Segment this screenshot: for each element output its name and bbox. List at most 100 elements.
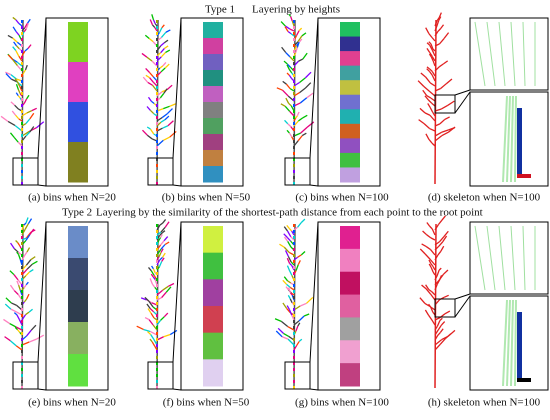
branch <box>144 296 150 302</box>
branch <box>289 292 293 296</box>
branch <box>299 77 306 83</box>
zoom-box <box>284 361 311 390</box>
branch <box>285 286 290 291</box>
branch <box>285 25 291 30</box>
branch <box>153 113 158 117</box>
branch <box>283 236 289 242</box>
branch <box>304 82 312 89</box>
branch <box>426 66 431 70</box>
branch <box>429 82 436 87</box>
branch <box>146 126 151 130</box>
branch <box>286 307 291 314</box>
branch <box>443 294 449 298</box>
caption: (c) bins when N=100 <box>295 192 389 204</box>
branch <box>15 45 20 50</box>
branch <box>156 336 164 341</box>
branch <box>287 280 292 284</box>
caption: (h) skeleton when N=100 <box>428 397 541 409</box>
branch <box>295 264 299 271</box>
branch <box>25 131 31 137</box>
branch <box>17 242 21 247</box>
branch <box>445 78 453 85</box>
branch <box>26 18 31 24</box>
caption: (f) bins when N=50 <box>163 397 250 409</box>
branch <box>439 338 447 345</box>
branch <box>436 320 441 327</box>
branch <box>160 48 165 54</box>
branch <box>289 262 293 267</box>
branch <box>149 308 155 313</box>
branch <box>434 329 439 336</box>
branch <box>439 328 444 333</box>
branch <box>146 106 151 111</box>
bin-band <box>68 354 88 387</box>
branch <box>14 124 23 132</box>
bin-band <box>68 290 88 323</box>
connector <box>309 221 319 363</box>
branch <box>428 90 436 97</box>
connector <box>37 17 47 159</box>
connector <box>172 221 182 363</box>
branch <box>299 97 308 104</box>
bin-band <box>203 86 223 103</box>
branch <box>300 218 306 224</box>
skeleton-foot <box>517 378 531 382</box>
branch <box>5 71 12 76</box>
branch <box>9 270 15 276</box>
branch <box>438 63 444 68</box>
branch <box>293 117 297 122</box>
branch <box>286 305 291 310</box>
bin-band <box>68 62 88 103</box>
bin-band <box>203 54 223 71</box>
branch <box>147 96 152 102</box>
bin-band <box>203 252 223 280</box>
branch <box>21 255 26 261</box>
branch <box>432 48 436 52</box>
branch <box>17 254 21 260</box>
branch <box>13 312 18 316</box>
branch <box>297 260 301 266</box>
branch <box>279 243 285 248</box>
branch <box>160 67 166 73</box>
branch <box>156 289 164 296</box>
branch <box>30 324 37 331</box>
branch <box>434 317 441 321</box>
branch <box>289 286 295 291</box>
branch <box>434 275 438 281</box>
branch <box>15 92 19 96</box>
branch <box>156 56 162 62</box>
branch <box>21 31 25 37</box>
point-cloud <box>502 95 508 183</box>
branch <box>163 236 169 242</box>
branch <box>162 125 169 129</box>
branch <box>160 248 164 253</box>
branch <box>436 19 440 27</box>
branch <box>284 105 291 112</box>
branch <box>282 302 288 309</box>
branch <box>156 121 162 127</box>
branch <box>149 77 154 83</box>
branch <box>293 226 299 231</box>
branch <box>164 221 170 228</box>
caption: (g) bins when N=100 <box>295 397 389 409</box>
branch <box>158 252 162 258</box>
branch <box>443 230 449 238</box>
branch <box>25 271 31 277</box>
branch <box>152 24 156 28</box>
branch <box>286 230 292 237</box>
bin-band <box>68 226 88 259</box>
branch <box>434 284 438 291</box>
branch <box>422 230 428 236</box>
branch <box>440 24 445 29</box>
branch <box>10 101 16 106</box>
bin-band <box>340 226 360 250</box>
branch <box>31 260 38 265</box>
branch <box>9 322 17 328</box>
branch <box>432 60 436 67</box>
branch <box>306 92 314 99</box>
branch <box>285 52 291 58</box>
branch <box>300 251 306 256</box>
branch <box>276 87 283 91</box>
branch <box>290 292 295 296</box>
branch <box>424 253 431 260</box>
